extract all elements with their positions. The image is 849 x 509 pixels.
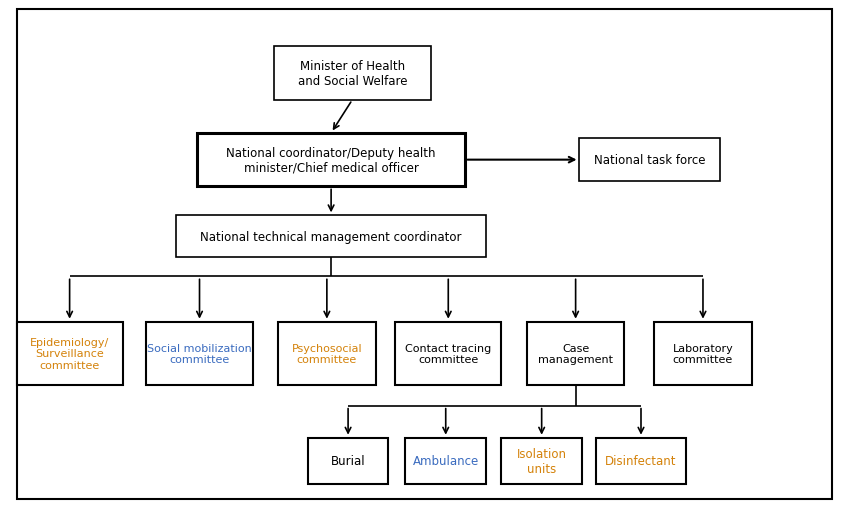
Bar: [596, 438, 685, 484]
Bar: [278, 322, 375, 386]
Bar: [273, 47, 431, 100]
Text: Psychosocial
committee: Psychosocial committee: [291, 343, 363, 364]
Bar: [579, 138, 719, 182]
Text: Case
management: Case management: [538, 343, 613, 364]
Text: National coordinator/Deputy health
minister/Chief medical officer: National coordinator/Deputy health minis…: [227, 147, 436, 174]
Bar: [501, 438, 582, 484]
Bar: [654, 322, 752, 386]
Bar: [406, 438, 486, 484]
Text: Isolation
units: Isolation units: [517, 447, 566, 474]
Bar: [177, 216, 486, 258]
Text: Disinfectant: Disinfectant: [605, 454, 677, 467]
Bar: [197, 133, 465, 187]
Bar: [307, 438, 388, 484]
Text: Laboratory
committee: Laboratory committee: [672, 343, 734, 364]
Text: Minister of Health
and Social Welfare: Minister of Health and Social Welfare: [298, 60, 407, 88]
Text: Contact tracing
committee: Contact tracing committee: [405, 343, 492, 364]
Text: National task force: National task force: [593, 154, 706, 167]
Text: Epidemiology/
Surveillance
committee: Epidemiology/ Surveillance committee: [30, 337, 110, 371]
Text: National technical management coordinator: National technical management coordinato…: [200, 230, 462, 243]
Text: Ambulance: Ambulance: [413, 454, 479, 467]
Text: Social mobilization
committee: Social mobilization committee: [147, 343, 252, 364]
Text: Burial: Burial: [331, 454, 365, 467]
Bar: [526, 322, 625, 386]
Bar: [17, 322, 122, 386]
Bar: [146, 322, 253, 386]
Bar: [396, 322, 501, 386]
